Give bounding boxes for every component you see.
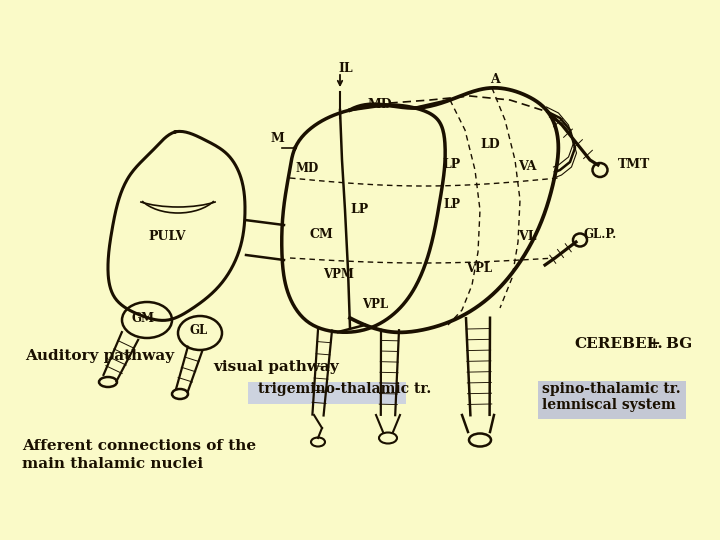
Text: VPL: VPL (362, 298, 388, 311)
Text: VA: VA (518, 160, 536, 173)
Text: spino-thalamic tr.: spino-thalamic tr. (542, 382, 680, 396)
Text: GM: GM (131, 312, 154, 325)
FancyBboxPatch shape (248, 382, 406, 404)
Text: Afferent connections of the: Afferent connections of the (22, 439, 256, 453)
Text: visual pathway: visual pathway (213, 360, 338, 374)
Text: LP: LP (350, 203, 368, 216)
Text: TMT: TMT (618, 158, 650, 171)
Text: VPM: VPM (323, 268, 354, 281)
Text: lemniscal system: lemniscal system (542, 398, 676, 412)
Text: A: A (490, 73, 500, 86)
Text: M: M (271, 132, 284, 145)
Text: LP: LP (442, 158, 460, 171)
Text: VPL: VPL (466, 262, 492, 275)
Text: + BG: + BG (648, 337, 692, 351)
Text: main thalamic nuclei: main thalamic nuclei (22, 457, 203, 471)
Text: GL.P.: GL.P. (584, 228, 617, 241)
Text: VL: VL (518, 230, 536, 243)
Text: IL: IL (338, 62, 353, 75)
Text: GL: GL (189, 324, 207, 337)
FancyBboxPatch shape (538, 381, 686, 419)
Text: MD: MD (368, 98, 392, 111)
Text: CM: CM (309, 228, 333, 241)
Text: MD: MD (295, 162, 318, 175)
Text: trigemino-thalamic tr.: trigemino-thalamic tr. (258, 382, 431, 396)
Text: PULV: PULV (148, 230, 186, 243)
Text: LP: LP (443, 198, 460, 211)
Text: Auditory pathway: Auditory pathway (25, 349, 174, 363)
Text: LD: LD (480, 138, 500, 151)
Text: CEREBEL.: CEREBEL. (574, 337, 662, 351)
